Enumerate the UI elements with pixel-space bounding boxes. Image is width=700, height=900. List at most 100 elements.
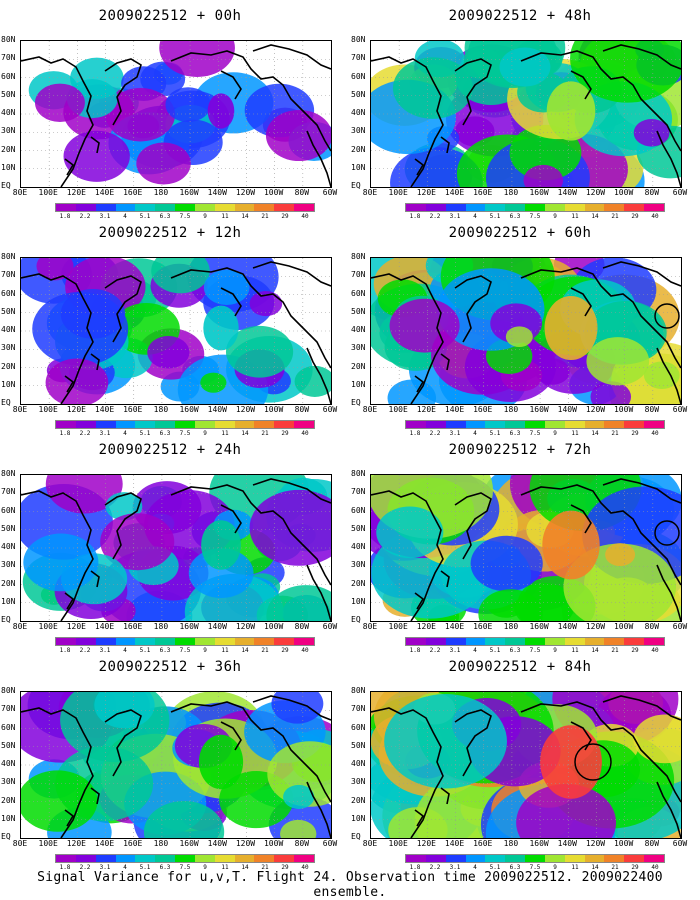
coastline (104, 58, 142, 126)
lon-tick-label: 120W (585, 188, 606, 197)
colorbar: 1.8 2.2 3.1 4 5.1 6.3 7.5 9 11 14 21 29 40 (55, 854, 315, 874)
colorbar: 1.8 2.2 3.1 4 5.1 6.3 7.5 9 11 14 21 29 40 (55, 203, 315, 223)
lat-tick-label: 30N (351, 343, 366, 353)
colorbar-swatch (525, 855, 545, 862)
colorbar-swatch (564, 855, 585, 862)
panel-title: 2009022512 + 72h (448, 442, 592, 458)
lon-tick-label: 140E (444, 188, 465, 197)
coastline (520, 267, 681, 369)
colorbar-swatch (135, 638, 156, 645)
coastline (21, 490, 94, 621)
colorbar-swatch (406, 855, 426, 862)
colorbar-swatch (604, 855, 625, 862)
colorbar-swatch (135, 855, 156, 862)
lon-tick-label: 60W (322, 405, 338, 414)
colorbar-swatch (465, 855, 486, 862)
lat-tick-label: 80N (351, 35, 366, 44)
coastline (170, 267, 331, 369)
lat-tick-label: 20N (1, 578, 16, 588)
lat-tick-label: 10N (351, 813, 366, 823)
lat-tick-label: EQ (1, 615, 11, 624)
lon-tick-label: 100W (613, 839, 634, 848)
panel-title: 2009022512 + 60h (448, 225, 592, 241)
coastline (64, 375, 75, 393)
coastline (252, 261, 331, 287)
variance-contour (605, 543, 636, 567)
variance-contour (384, 694, 507, 789)
variance-contour (105, 88, 176, 142)
lat-tick-label: 40N (351, 108, 366, 117)
colorbar-swatch (584, 638, 605, 645)
lon-tick-label: 160W (179, 188, 199, 197)
colorbar-swatch (115, 204, 136, 211)
lon-tick-label: 120E (416, 405, 436, 414)
colorbar-swatch (214, 204, 235, 211)
coastline (252, 44, 331, 70)
variance-contour (203, 269, 250, 305)
colorbar-label: 2.2 (79, 864, 91, 871)
colorbar-label: 2.2 (79, 430, 91, 437)
colorbar-label: 1.8 (59, 647, 71, 654)
lon-tick-label: 160E (123, 622, 143, 631)
figure-caption: Signal Variance for u,v,T. Flight 24. Ob… (37, 870, 663, 900)
coastline (454, 58, 492, 126)
lon-tick-label: 160E (123, 405, 143, 414)
variance-contour (271, 692, 324, 724)
colorbar-label: 11 (221, 864, 229, 871)
colorbar-label: 2.2 (429, 213, 441, 220)
colorbar-label: 40 (651, 430, 659, 437)
variance-contour (63, 130, 130, 182)
colorbar-swatch (254, 855, 275, 862)
lat-tick-label: 30N (1, 560, 16, 570)
colorbar-swatch (644, 855, 664, 862)
lon-tick-label: 80W (294, 405, 310, 414)
colorbar-swatch (624, 421, 645, 428)
lat-tick-label: 80N (1, 686, 16, 695)
lat-tick-label: 50N (1, 89, 16, 99)
colorbar-label: 9 (553, 213, 557, 220)
colorbar-swatch (214, 421, 235, 428)
coastline (414, 158, 425, 176)
lon-tick-label: 140W (207, 622, 227, 631)
coastline (656, 564, 681, 621)
panel-title: 2009022512 + 00h (98, 8, 242, 24)
colorbar-swatch (406, 204, 426, 211)
lat-tick-label: 40N (1, 542, 16, 551)
coastline (306, 347, 331, 404)
colorbar-label: 6.3 (159, 430, 171, 437)
coastline (306, 564, 331, 621)
map-panel: 2009022512 + 12h 80N 70N 60N 50N 40N 30N 20N 10N… (0, 225, 340, 440)
lon-tick-label: 180 (153, 622, 169, 631)
colorbar-swatch (75, 204, 96, 211)
coastline (602, 261, 681, 287)
lon-tick-label: 100E (388, 188, 408, 197)
lat-tick-label: 50N (1, 523, 16, 533)
colorbar-swatch (604, 638, 625, 645)
lon-tick-label: 120E (416, 188, 436, 197)
variance-contour (147, 336, 190, 369)
colorbar-label: 14 (591, 430, 599, 437)
lat-tick-label: 20N (351, 578, 366, 588)
coastline (220, 721, 242, 751)
lon-tick-label: 140W (557, 622, 577, 631)
panel-title: 2009022512 + 84h (448, 659, 592, 675)
lon-tick-label: 120W (585, 405, 606, 414)
lat-tick-label: 20N (1, 361, 16, 371)
variance-contour (267, 741, 331, 807)
coastline (602, 44, 681, 70)
variance-contour (60, 289, 126, 339)
colorbar-swatch (175, 204, 195, 211)
coastline (520, 484, 681, 586)
colorbar-swatch (604, 204, 625, 211)
colorbar-swatch (254, 204, 275, 211)
panel-title: 2009022512 + 12h (98, 225, 242, 241)
lon-tick-label: 140E (94, 405, 115, 414)
colorbar-swatch (485, 638, 506, 645)
longitude-axis: 80E 100E 120E 140E 160E 180 160W 140W 120W 100W 80… (10, 188, 340, 198)
lat-tick-label: 20N (1, 795, 16, 805)
colorbar-label: 21 (261, 647, 269, 654)
colorbar-swatch (56, 421, 76, 428)
colorbar-swatch (465, 638, 486, 645)
lon-tick-label: 140E (444, 622, 465, 631)
lat-tick-label: 10N (1, 596, 16, 606)
